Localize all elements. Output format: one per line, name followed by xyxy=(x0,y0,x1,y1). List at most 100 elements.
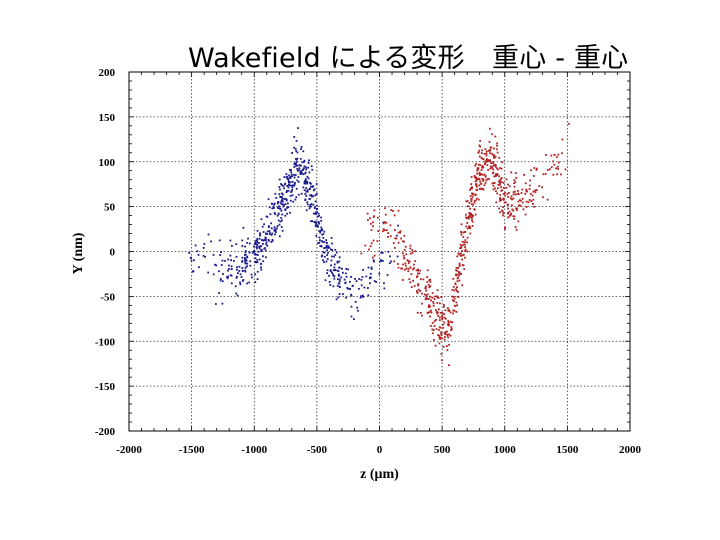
data-point-bunch-blue xyxy=(262,239,265,242)
data-point-bunch-blue xyxy=(295,187,298,190)
data-point-bunch-blue xyxy=(286,190,288,192)
data-point-bunch-red xyxy=(384,213,387,216)
data-point-bunch-blue xyxy=(292,184,294,187)
data-point-bunch-red xyxy=(433,298,436,300)
data-point-bunch-red xyxy=(481,149,483,152)
data-point-bunch-blue xyxy=(323,230,326,233)
data-point-bunch-blue xyxy=(287,202,289,205)
data-point-bunch-red xyxy=(507,196,509,198)
data-point-bunch-red xyxy=(521,188,524,191)
data-point-bunch-blue xyxy=(319,239,321,242)
data-point-bunch-red xyxy=(511,208,514,211)
data-point-bunch-red xyxy=(502,193,505,195)
data-point-bunch-blue xyxy=(387,250,390,253)
data-point-bunch-red xyxy=(428,311,431,314)
data-point-bunch-blue xyxy=(236,268,238,271)
data-point-bunch-blue xyxy=(315,234,318,237)
data-point-bunch-red xyxy=(510,171,513,174)
y-tick-label: -200 xyxy=(95,426,116,438)
x-tick-label: 0 xyxy=(377,444,383,456)
data-point-bunch-red xyxy=(556,173,559,176)
data-point-bunch-blue xyxy=(228,264,230,267)
data-point-bunch-blue xyxy=(300,192,303,195)
data-point-bunch-red xyxy=(426,281,429,283)
data-point-bunch-blue xyxy=(246,282,248,285)
data-point-bunch-blue xyxy=(318,241,321,244)
data-point-bunch-red xyxy=(538,185,541,187)
data-point-bunch-red xyxy=(403,240,405,243)
data-point-bunch-red xyxy=(511,204,513,207)
data-point-bunch-blue xyxy=(196,250,199,253)
data-point-bunch-blue xyxy=(330,264,332,267)
data-point-bunch-red xyxy=(446,330,448,333)
data-point-bunch-red xyxy=(493,154,495,157)
y-tick-label: 150 xyxy=(99,112,116,124)
data-point-bunch-blue xyxy=(329,284,332,286)
data-point-bunch-red xyxy=(443,305,445,308)
data-point-bunch-blue xyxy=(284,182,286,185)
data-point-bunch-blue xyxy=(254,243,257,245)
data-point-bunch-blue xyxy=(304,171,307,174)
data-point-bunch-blue xyxy=(379,260,381,263)
data-point-bunch-red xyxy=(464,246,466,248)
data-point-bunch-red xyxy=(456,290,458,292)
data-point-bunch-blue xyxy=(293,176,296,179)
data-point-bunch-blue xyxy=(296,168,299,170)
data-point-bunch-blue xyxy=(301,169,304,171)
data-point-bunch-red xyxy=(436,296,439,299)
data-point-bunch-red xyxy=(452,286,455,288)
data-point-bunch-blue xyxy=(230,265,233,268)
data-point-bunch-red xyxy=(461,250,463,252)
data-point-bunch-blue xyxy=(219,279,222,282)
data-point-bunch-red xyxy=(519,204,522,207)
data-point-bunch-blue xyxy=(315,223,317,226)
data-point-bunch-blue xyxy=(248,281,251,284)
data-point-bunch-blue xyxy=(256,270,259,273)
data-point-bunch-blue xyxy=(332,285,335,288)
data-point-bunch-red xyxy=(431,322,434,324)
data-point-bunch-blue xyxy=(256,258,259,261)
data-point-bunch-blue xyxy=(350,305,353,308)
data-point-bunch-red xyxy=(472,203,474,206)
data-point-bunch-red xyxy=(413,263,415,266)
data-point-bunch-red xyxy=(426,298,429,300)
data-point-bunch-blue xyxy=(395,234,398,237)
data-point-bunch-red xyxy=(499,198,501,201)
data-point-bunch-blue xyxy=(215,303,217,305)
data-point-bunch-blue xyxy=(306,190,309,193)
data-point-bunch-blue xyxy=(280,183,282,185)
data-point-bunch-blue xyxy=(254,240,257,243)
data-point-bunch-blue xyxy=(344,272,347,275)
data-point-bunch-blue xyxy=(229,239,232,242)
data-point-bunch-blue xyxy=(302,150,305,153)
data-point-bunch-red xyxy=(453,289,456,292)
data-point-bunch-red xyxy=(444,336,446,338)
data-point-bunch-blue xyxy=(228,268,230,270)
data-point-bunch-red xyxy=(414,250,417,253)
data-point-bunch-red xyxy=(385,229,388,232)
data-point-bunch-red xyxy=(470,183,473,185)
data-point-bunch-blue xyxy=(388,262,391,265)
data-point-bunch-red xyxy=(429,285,432,288)
data-point-bunch-blue xyxy=(347,268,349,271)
data-point-bunch-red xyxy=(514,193,517,196)
data-point-bunch-red xyxy=(397,241,400,244)
data-point-bunch-blue xyxy=(327,246,329,249)
data-point-bunch-blue xyxy=(242,226,245,229)
data-point-bunch-blue xyxy=(308,207,311,210)
data-point-bunch-blue xyxy=(299,173,302,175)
data-point-bunch-blue xyxy=(219,254,222,256)
data-point-bunch-red xyxy=(462,244,464,246)
data-point-bunch-red xyxy=(399,231,401,234)
data-point-bunch-red xyxy=(440,333,443,336)
data-point-bunch-red xyxy=(507,183,509,186)
data-point-bunch-red xyxy=(510,195,513,198)
data-point-bunch-blue xyxy=(302,167,305,170)
data-point-bunch-red xyxy=(468,212,471,214)
data-point-bunch-blue xyxy=(246,265,248,268)
data-point-bunch-blue xyxy=(278,186,281,188)
x-tick-label: 2000 xyxy=(619,444,642,456)
data-point-bunch-blue xyxy=(320,226,323,229)
data-point-bunch-red xyxy=(446,345,448,347)
data-point-bunch-blue xyxy=(313,206,316,209)
